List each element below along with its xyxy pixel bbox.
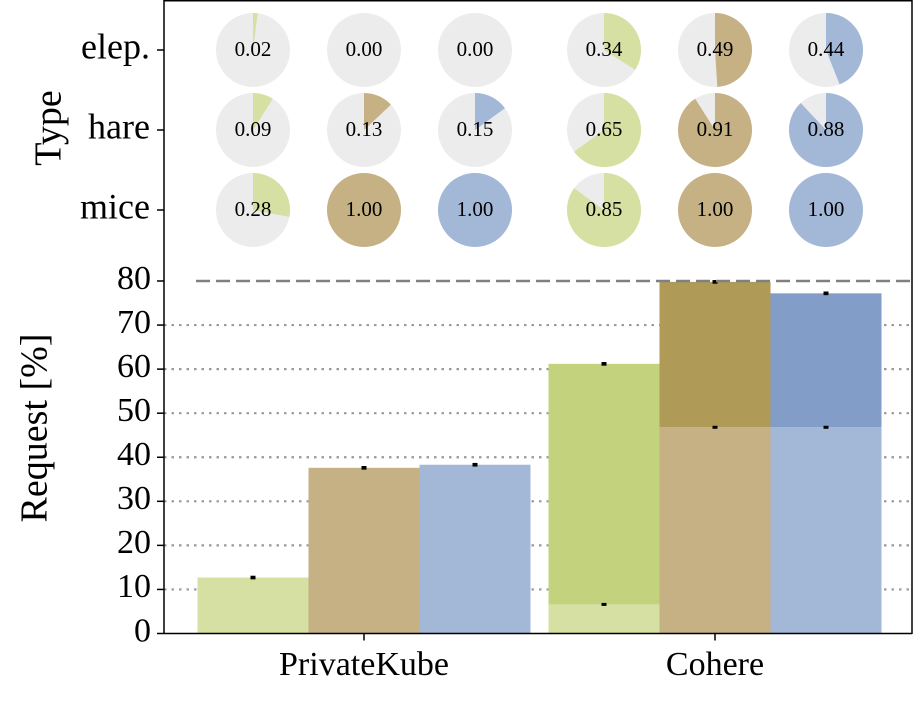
pie-chart: 0.02	[216, 13, 290, 87]
pie-value-label: 0.91	[697, 117, 734, 141]
pie-slice	[438, 173, 512, 247]
pie-slice	[604, 13, 641, 70]
error-bar	[361, 466, 367, 470]
pie-value-label: 0.09	[235, 117, 272, 141]
pie-slice	[253, 173, 290, 217]
pie-slice	[678, 93, 753, 167]
pie-row-labels: elep. hare mice	[80, 26, 164, 226]
y-tick-label: 40	[117, 436, 151, 473]
pie-value-label: 0.88	[808, 117, 845, 141]
bars	[197, 281, 882, 634]
pie-chart: 0.34	[567, 13, 641, 87]
pie-chart: 0.49	[678, 13, 752, 87]
y-tick-label: 80	[117, 260, 151, 297]
pie-slice	[826, 13, 864, 85]
pie-slice	[678, 173, 752, 247]
pie-background	[438, 13, 512, 87]
y-tick-label: 30	[117, 480, 151, 517]
pie-value-label: 0.85	[586, 197, 623, 221]
pie-value-label: 1.00	[346, 197, 383, 221]
y-tick-label: 20	[117, 524, 151, 561]
y-ticks: 0 10 20 30 40 50 60 70 80	[117, 260, 164, 649]
pie-chart: 1.00	[438, 173, 512, 247]
pie-row-label: mice	[80, 186, 150, 226]
error-bar	[712, 280, 718, 284]
pie-chart: 1.00	[678, 173, 752, 247]
pie-chart: 0.65	[567, 93, 642, 168]
pie-grid: 0.02 0.00 0.00 0.34 0.49 0.44 0.09 0.13 0.15 0.65…	[216, 13, 864, 248]
error-bars	[250, 280, 829, 606]
pie-value-label: 0.34	[586, 37, 623, 61]
x-ticks: PrivateKube Cohere	[279, 633, 764, 683]
pie-chart: 0.00	[327, 13, 401, 87]
bar	[308, 467, 420, 634]
pie-slice	[253, 93, 273, 130]
pie-value-label: 0.00	[457, 37, 494, 61]
pie-value-label: 0.49	[697, 37, 734, 61]
pie-slice	[364, 93, 391, 130]
pie-slice	[789, 173, 863, 247]
pie-chart: 0.85	[567, 173, 642, 248]
error-bar	[472, 462, 478, 467]
pie-value-label: 1.00	[808, 197, 845, 221]
pie-value-label: 1.00	[457, 197, 494, 221]
bar-lower-segment	[548, 604, 660, 634]
x-tick-label: Cohere	[666, 646, 764, 683]
y-tick-label: 60	[117, 348, 151, 385]
pie-chart: 0.88	[789, 93, 863, 167]
pie-chart: 0.15	[438, 93, 512, 167]
bar-upper-segment	[548, 363, 660, 605]
pie-value-label: 0.00	[346, 37, 383, 61]
bar-upper-segment	[659, 281, 771, 428]
bar-y-axis-label: Request [%]	[14, 334, 56, 523]
x-tick-label: PrivateKube	[279, 646, 449, 683]
pie-row-label: hare	[88, 106, 150, 146]
bar-lower-segment	[770, 427, 882, 634]
pie-value-label: 1.00	[697, 197, 734, 221]
pie-slice	[567, 173, 642, 248]
pie-chart: 0.09	[216, 93, 290, 167]
error-bar	[823, 291, 829, 296]
pie-chart: 0.91	[678, 93, 753, 167]
pie-slice	[253, 13, 258, 50]
pie-value-label: 0.44	[808, 37, 845, 61]
bar	[197, 577, 309, 634]
error-bar	[823, 425, 829, 429]
y-tick-label: 70	[117, 304, 151, 341]
pie-value-label: 0.65	[586, 117, 623, 141]
pie-chart: 1.00	[789, 173, 863, 247]
pie-value-label: 0.15	[457, 117, 494, 141]
pie-slice	[574, 93, 642, 168]
error-bar	[712, 425, 718, 429]
pie-background	[327, 13, 401, 87]
y-tick-label: 0	[134, 612, 151, 649]
bar-lower-segment	[659, 427, 771, 634]
pie-slice	[327, 173, 401, 247]
y-tick-label: 50	[117, 392, 151, 429]
pie-slice	[475, 93, 505, 130]
error-bar	[250, 575, 256, 580]
y-tick-label: 10	[117, 568, 151, 605]
pie-row-label: elep.	[81, 26, 150, 66]
bar	[419, 464, 531, 634]
pie-chart: 0.13	[327, 93, 401, 167]
pie-value-label: 0.13	[346, 117, 383, 141]
pie-value-label: 0.28	[235, 197, 272, 221]
pie-y-axis-label: Type	[28, 90, 70, 165]
pie-value-label: 0.02	[235, 37, 272, 61]
pie-chart: 1.00	[327, 173, 401, 247]
pie-chart: 0.28	[216, 173, 290, 247]
bar-upper-segment	[770, 293, 882, 428]
pie-chart: 0.00	[438, 13, 512, 87]
pie-chart: 0.44	[789, 13, 864, 87]
bar-panel: 0 10 20 30 40 50 60 70 80 PrivateKube Cohere Requ…	[14, 246, 913, 683]
error-bar	[601, 362, 607, 366]
pie-slice	[715, 13, 752, 87]
pie-slice	[789, 93, 863, 167]
error-bar	[601, 602, 607, 606]
